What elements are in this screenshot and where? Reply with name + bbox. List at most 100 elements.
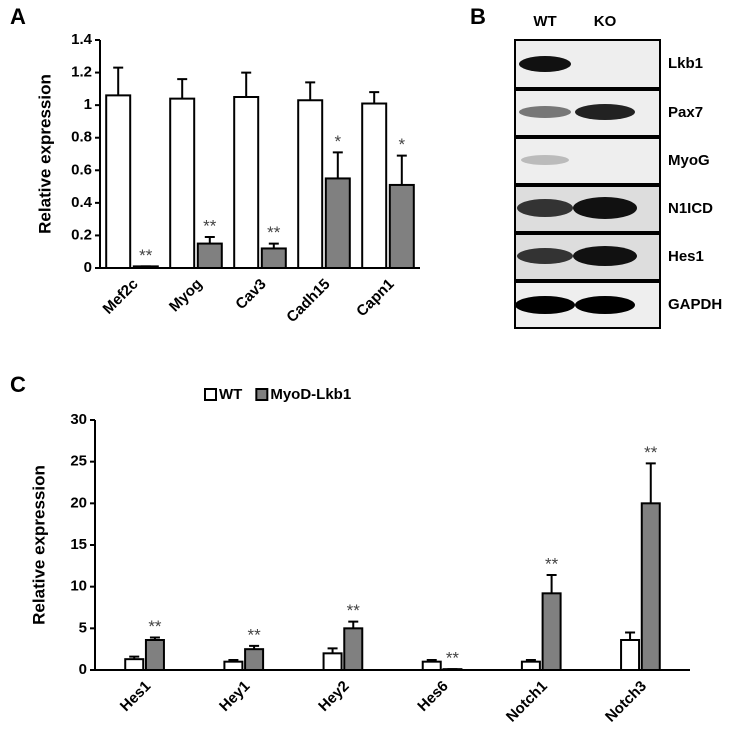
y-tick-label: 1.4 xyxy=(71,31,93,48)
error-bar xyxy=(396,154,407,185)
bar xyxy=(144,639,165,671)
y-tick-label: 20 xyxy=(70,494,87,511)
x-tick-label: Mef2c xyxy=(100,276,142,318)
x-tick-label: Capn1 xyxy=(353,276,397,320)
blot-row: MyoG xyxy=(668,152,710,169)
bar xyxy=(620,639,641,671)
bar xyxy=(196,242,223,269)
significance: ** xyxy=(545,554,559,573)
bar xyxy=(260,247,287,269)
bar xyxy=(244,648,265,672)
band xyxy=(575,104,635,120)
x-tick-label: Notch3 xyxy=(602,678,650,726)
bar xyxy=(324,177,351,269)
band xyxy=(521,155,569,165)
bar xyxy=(233,96,260,269)
bar xyxy=(343,627,364,671)
y-axis-label: Relative expression xyxy=(29,465,48,625)
x-tick-label: Hey2 xyxy=(315,678,352,715)
bar xyxy=(223,660,244,672)
error-bar xyxy=(305,81,316,101)
bar xyxy=(124,658,145,672)
error-bar xyxy=(327,647,338,654)
panel-letter: C xyxy=(10,372,26,397)
legend-label: MyoD-Lkb1 xyxy=(270,386,351,403)
legend-swatch xyxy=(204,388,217,401)
error-bar xyxy=(369,91,380,104)
x-tick-label: Cadh15 xyxy=(283,276,333,326)
error-bar xyxy=(249,644,260,650)
panel-letter: A xyxy=(10,4,26,29)
x-tick-label: Myog xyxy=(166,276,206,316)
blot-row: Lkb1 xyxy=(668,55,703,72)
bar xyxy=(105,94,132,269)
legend-swatch xyxy=(255,388,269,401)
x-tick-label: Hey1 xyxy=(216,678,253,715)
blot-row: N1ICD xyxy=(668,200,713,217)
error-bar xyxy=(204,236,215,244)
bar xyxy=(421,660,442,672)
y-tick-label: 1.2 xyxy=(71,64,92,81)
band xyxy=(519,106,571,118)
bar xyxy=(388,183,415,269)
error-bar xyxy=(546,574,557,594)
error-bar xyxy=(645,462,656,504)
band xyxy=(519,56,571,72)
error-bar xyxy=(332,151,343,179)
y-tick-label: 0.8 xyxy=(71,129,92,146)
significance: ** xyxy=(644,443,658,462)
bar xyxy=(541,592,562,671)
y-tick-label: 1 xyxy=(84,96,92,113)
x-tick-label: Hes1 xyxy=(117,678,154,715)
error-bar xyxy=(268,242,279,249)
band xyxy=(573,197,637,219)
band xyxy=(575,296,635,314)
y-tick-label: 0.6 xyxy=(71,161,92,178)
y-tick-label: 0.4 xyxy=(71,194,93,211)
significance: ** xyxy=(267,223,281,242)
y-tick-label: 30 xyxy=(70,411,87,428)
bar xyxy=(520,660,541,672)
blot-row: Pax7 xyxy=(668,104,703,121)
x-tick-label: Cav3 xyxy=(232,276,269,313)
y-tick-label: 25 xyxy=(70,453,87,470)
y-tick-label: 0.2 xyxy=(71,226,92,243)
bar xyxy=(169,97,196,269)
error-bar xyxy=(177,78,188,99)
legend-label: WT xyxy=(219,386,242,403)
error-bar xyxy=(228,659,239,662)
significance: ** xyxy=(347,601,361,620)
bar xyxy=(640,502,661,672)
error-bar xyxy=(625,631,636,640)
y-tick-label: 0 xyxy=(84,259,92,276)
blot-column: WT xyxy=(533,13,556,30)
significance: * xyxy=(398,135,405,154)
blot-row: Hes1 xyxy=(668,248,704,265)
error-bar xyxy=(113,66,124,96)
error-bar xyxy=(129,655,140,660)
error-bar xyxy=(348,620,359,629)
significance: ** xyxy=(446,649,460,668)
x-tick-label: Notch1 xyxy=(503,678,551,726)
error-bar xyxy=(426,659,437,662)
blot-column: KO xyxy=(594,13,617,30)
y-tick-label: 10 xyxy=(70,578,87,595)
y-tick-label: 15 xyxy=(70,536,87,553)
western-blot: WT KO Lkb1 Pax7 MyoG N1ICD Hes1 GAPDH xyxy=(514,13,722,329)
band xyxy=(573,246,637,266)
significance: ** xyxy=(247,625,261,644)
error-bar xyxy=(149,636,160,640)
y-tick-label: 0 xyxy=(79,661,87,678)
significance: ** xyxy=(148,617,162,636)
significance: ** xyxy=(139,246,153,265)
band xyxy=(515,296,575,314)
blot-row: GAPDH xyxy=(668,296,722,313)
band xyxy=(517,199,573,217)
bar xyxy=(322,652,343,671)
band xyxy=(517,248,573,264)
significance: * xyxy=(334,132,341,151)
significance: ** xyxy=(203,217,217,236)
error-bar xyxy=(525,659,536,662)
error-bar xyxy=(241,71,252,97)
